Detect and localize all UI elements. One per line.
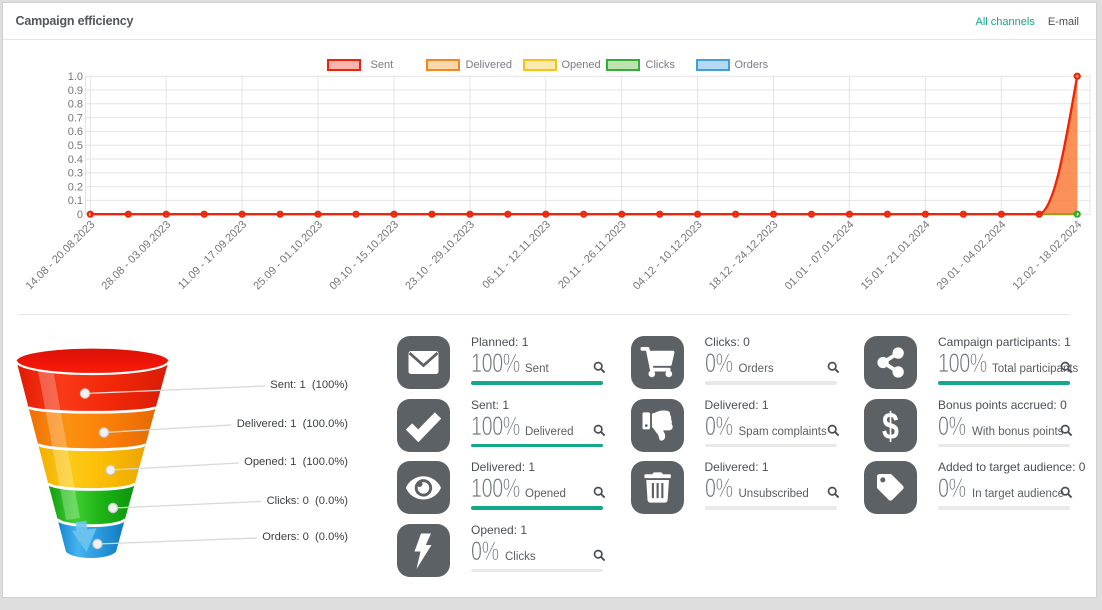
svg-text:0.2: 0.2	[68, 181, 83, 193]
svg-text:0.7: 0.7	[68, 112, 83, 124]
svg-text:14.08 - 20.08.2023: 14.08 - 20.08.2023	[24, 219, 98, 293]
svg-text:01.01 - 07.01.2024: 01.01 - 07.01.2024	[783, 219, 857, 293]
svg-text:0.4: 0.4	[68, 154, 83, 166]
svg-text:0.9: 0.9	[68, 85, 83, 97]
svg-text:20.11 - 26.11.2023: 20.11 - 26.11.2023	[556, 219, 629, 292]
svg-text:23.10 - 29.10.2023: 23.10 - 29.10.2023	[403, 219, 477, 293]
svg-text:11.09 - 17.09.2023: 11.09 - 17.09.2023	[176, 219, 249, 292]
svg-text:04.12 - 10.12.2023: 04.12 - 10.12.2023	[631, 219, 705, 293]
svg-text:25.09 - 01.10.2023: 25.09 - 01.10.2023	[251, 219, 325, 293]
svg-text:0.8: 0.8	[68, 99, 83, 111]
svg-text:0.6: 0.6	[68, 126, 83, 138]
svg-text:15.01 - 21.01.2024: 15.01 - 21.01.2024	[859, 219, 933, 293]
svg-text:0.3: 0.3	[68, 168, 83, 180]
svg-text:06.11 - 12.11.2023: 06.11 - 12.11.2023	[480, 219, 553, 292]
svg-text:$: $	[882, 405, 899, 447]
svg-text:0.1: 0.1	[68, 195, 83, 207]
svg-text:09.10 - 15.10.2023: 09.10 - 15.10.2023	[327, 219, 401, 293]
svg-text:29.01 - 04.02.2024: 29.01 - 04.02.2024	[935, 219, 1009, 293]
svg-text:1.0: 1.0	[68, 71, 83, 83]
svg-text:0.5: 0.5	[68, 140, 83, 152]
svg-text:18.12 - 24.12.2023: 18.12 - 24.12.2023	[707, 219, 781, 293]
svg-text:28.08 - 03.09.2023: 28.08 - 03.09.2023	[100, 219, 174, 293]
svg-text:12.02 - 18.02.2024: 12.02 - 18.02.2024	[1011, 219, 1085, 293]
svg-text:0: 0	[77, 209, 83, 221]
